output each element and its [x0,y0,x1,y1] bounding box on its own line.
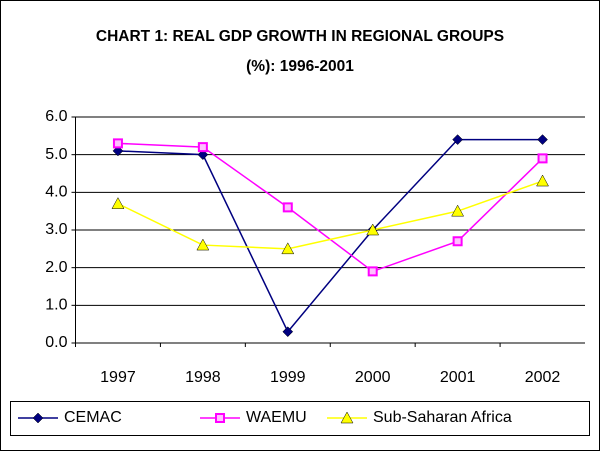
legend-box [10,401,590,436]
y-tick-label: 0.0 [45,334,67,351]
x-tick-label: 1999 [270,369,306,386]
legend-label: WAEMU [246,409,307,426]
data-point [367,266,378,277]
data-point [196,238,210,251]
data-point [536,174,549,187]
data-point [112,138,123,149]
data-point [537,153,548,164]
legend-label: Sub-Saharan Africa [373,409,512,426]
data-point [366,223,380,236]
chart-title: CHART 1: REAL GDP GROWTH IN REGIONAL GRO… [95,28,505,75]
data-point [451,204,465,217]
legend-label: CEMAC [64,409,122,426]
y-tick-label: 4.0 [45,184,67,201]
data-point [281,242,295,255]
data-point [452,134,463,145]
x-tick-label: 2002 [525,369,561,386]
legend-marker [215,413,225,423]
data-point [111,197,125,209]
data-point [282,326,294,338]
x-tick-label: 2001 [440,369,476,386]
x-tick-label: 1997 [100,369,136,386]
y-tick-label: 1.0 [45,297,67,314]
data-point [197,142,208,153]
y-tick-label: 3.0 [45,221,67,238]
data-point [537,134,548,145]
x-tick-label: 1998 [185,369,221,386]
legend-marker [340,411,354,424]
data-point [197,149,209,161]
data-point [282,202,293,213]
y-tick-label: 5.0 [45,146,67,163]
series-line [117,180,543,250]
x-tick-label: 2000 [355,369,391,386]
series-line [117,138,543,334]
y-tick-label: 6.0 [45,108,67,125]
legend-marker [32,412,44,424]
data-point [112,145,124,157]
y-tick-label: 2.0 [45,259,67,276]
data-point [452,236,463,247]
